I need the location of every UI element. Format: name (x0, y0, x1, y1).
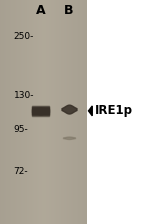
Text: 72-: 72- (14, 167, 28, 176)
Text: B: B (64, 4, 74, 17)
Text: IRE1p: IRE1p (94, 104, 132, 117)
Text: 250-: 250- (14, 32, 34, 41)
Text: A: A (36, 4, 45, 17)
Text: 130-: 130- (14, 91, 34, 100)
Polygon shape (88, 106, 92, 116)
Text: 95-: 95- (14, 125, 28, 134)
